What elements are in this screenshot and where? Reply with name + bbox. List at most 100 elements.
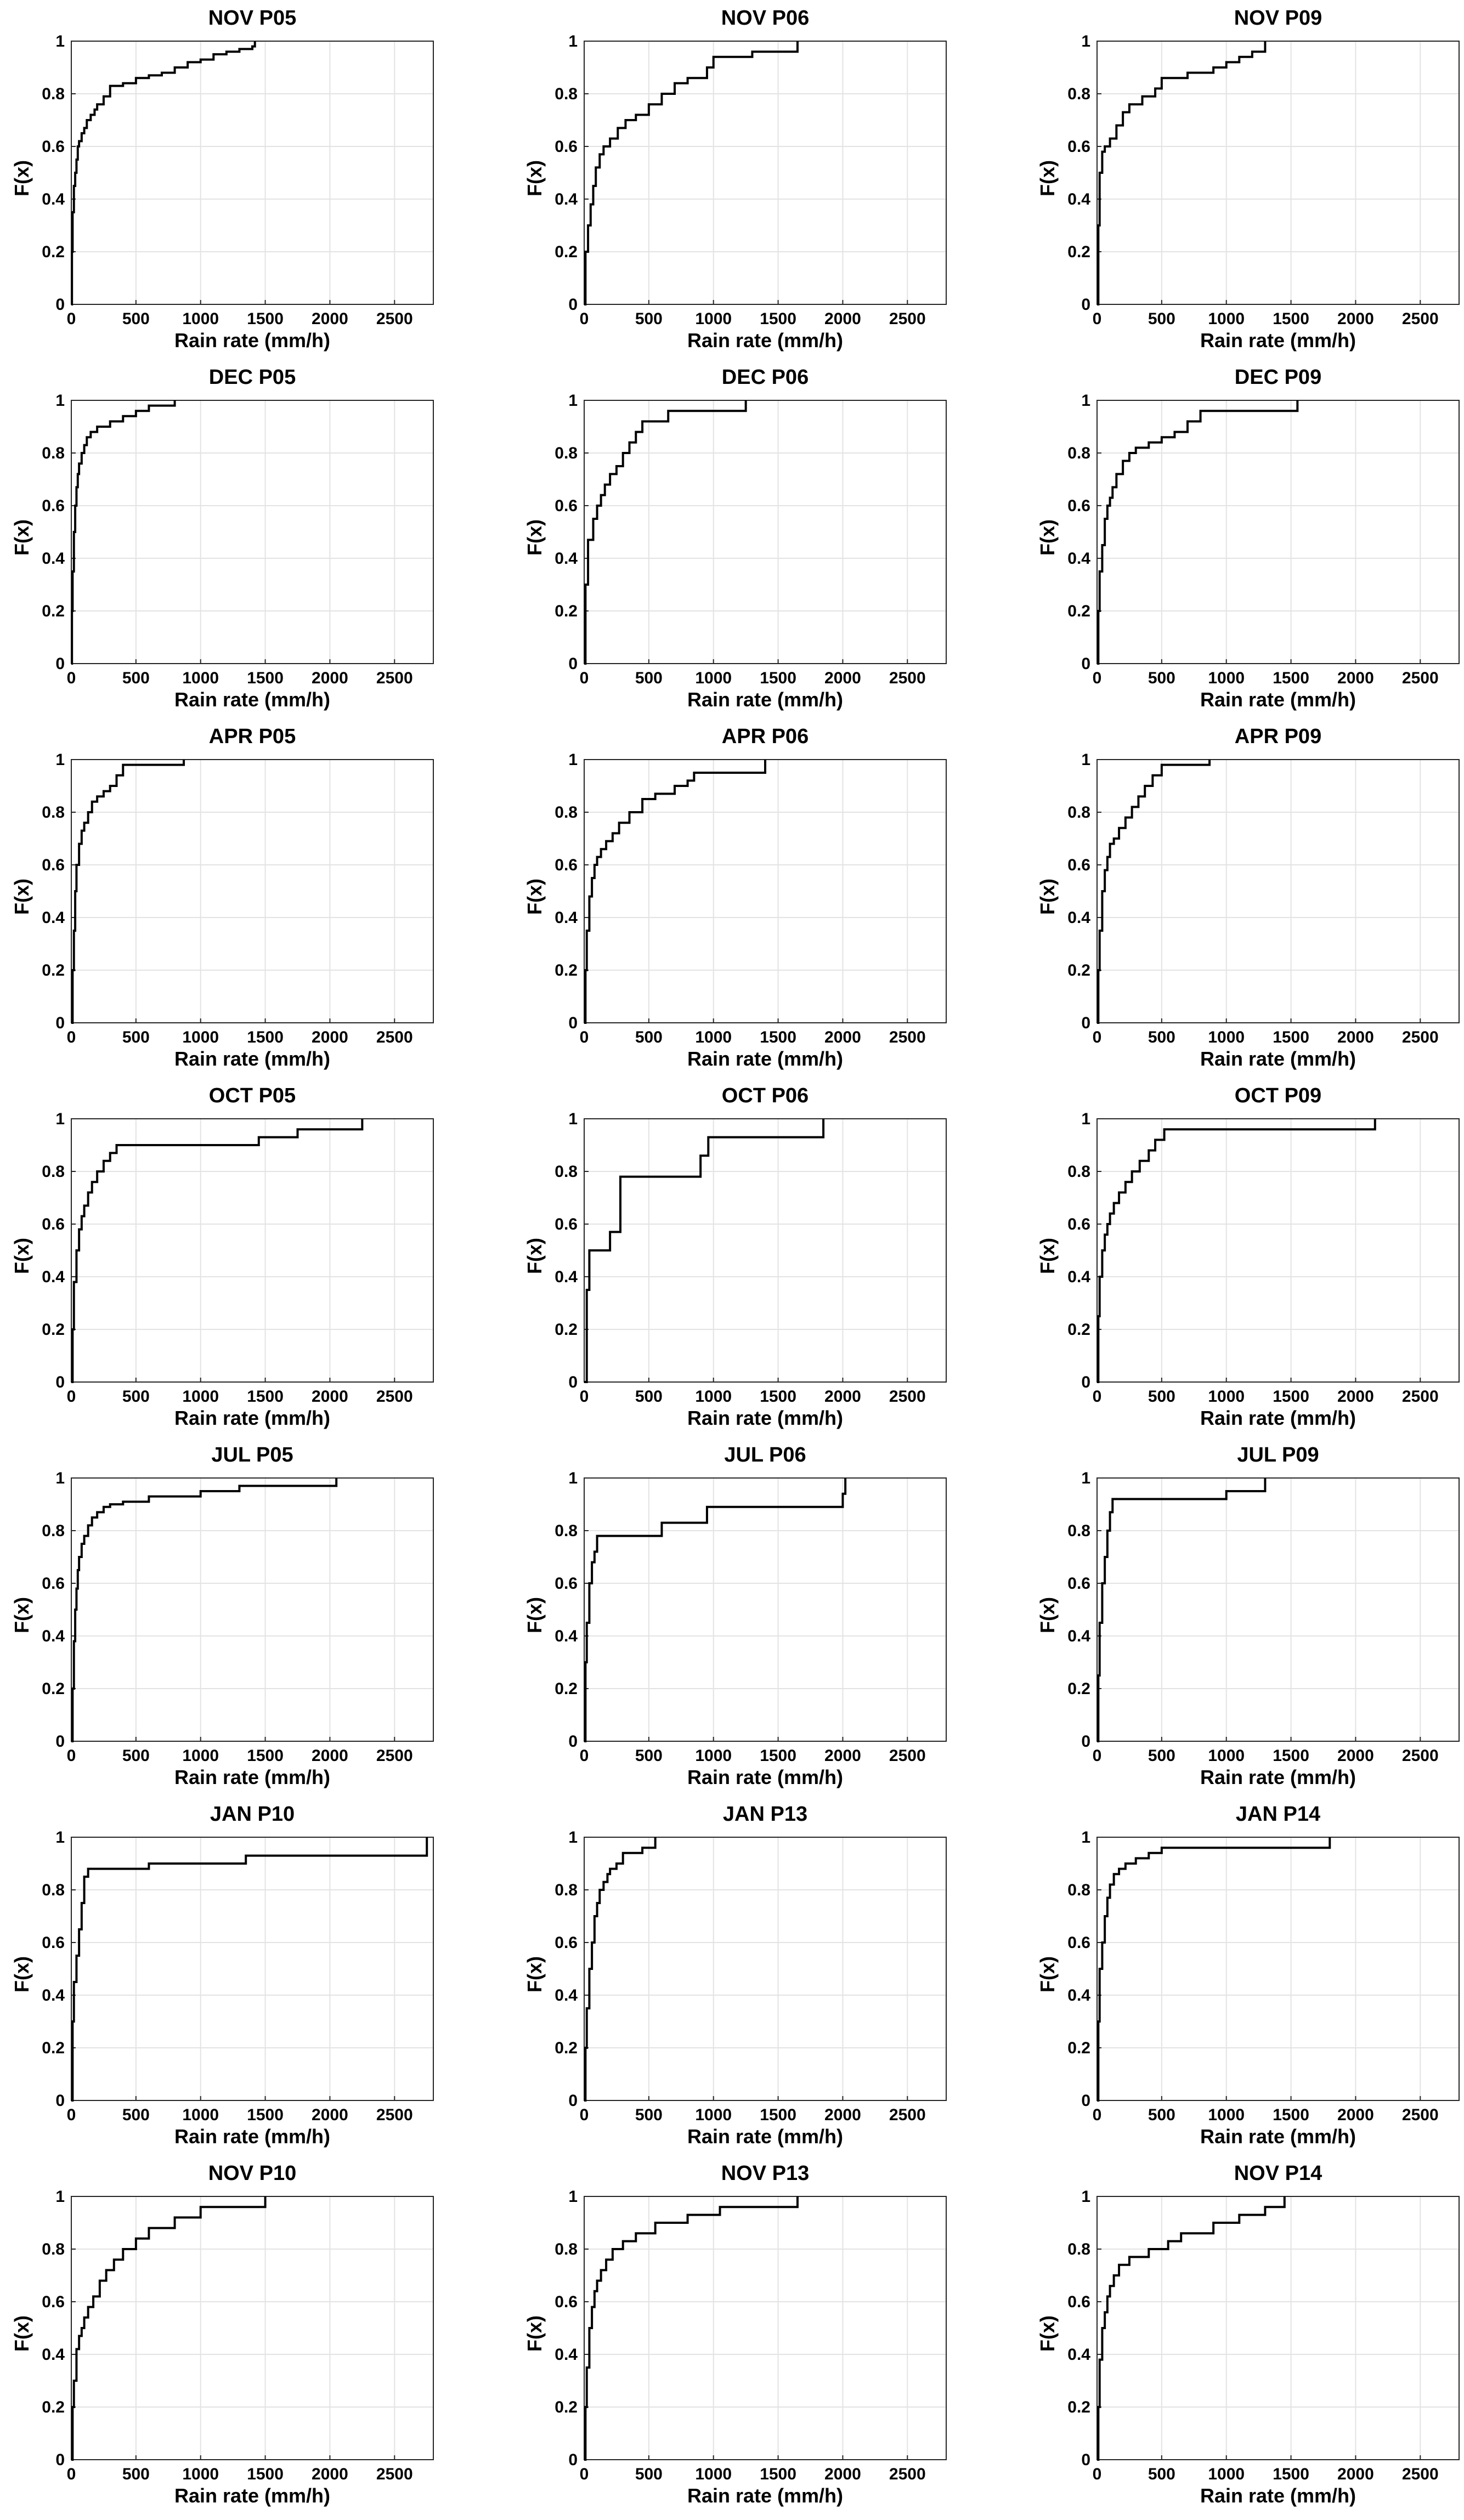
chart-panel: 0 500 1000 1500 2000 2500 0 0.2 0.4 0.6 0.8 1 JUL P0… — [5, 1440, 488, 1791]
y-tick-label: 0.4 — [1067, 2346, 1090, 2364]
y-tick-label: 0.8 — [42, 1163, 65, 1181]
x-tick-label: 0 — [67, 1028, 76, 1046]
y-tick-label: 1 — [1081, 1469, 1090, 1487]
chart-title: NOV P10 — [208, 2162, 297, 2185]
cdf-series-line — [584, 1837, 657, 2102]
x-axis-label: Rain rate (mm/h) — [687, 2484, 844, 2507]
x-tick-label: 0 — [67, 669, 76, 687]
y-tick-label: 1 — [55, 32, 65, 50]
y-tick-label: 1 — [55, 1828, 65, 1847]
chart-panel: 0 500 1000 1500 2000 2500 0 0.2 0.4 0.6 0.8 1 NOV P1… — [5, 2158, 488, 2509]
axes-box — [1096, 41, 1460, 305]
chart-title: APR P09 — [1234, 725, 1322, 748]
y-tick-label: 0.8 — [1067, 1522, 1090, 1540]
y-tick-label: 0.2 — [42, 1680, 65, 1698]
x-tick-label: 2500 — [376, 1388, 413, 1406]
x-tick-label: 500 — [1148, 2465, 1175, 2483]
y-tick-label: 0.4 — [1067, 1627, 1090, 1645]
x-tick-label: 2000 — [1337, 669, 1374, 687]
x-tick-label: 1000 — [1208, 2106, 1245, 2124]
y-tick-label: 0.2 — [42, 2398, 65, 2416]
x-tick-label: 1000 — [1208, 1028, 1245, 1046]
x-axis-label: Rain rate (mm/h) — [687, 2125, 844, 2148]
chart-svg: 0 500 1000 1500 2000 2500 0 0.2 0.4 0.6 0.8 1 — [555, 1110, 947, 1406]
y-tick-label: 0 — [568, 1373, 578, 1391]
x-tick-label: 1000 — [182, 2106, 219, 2124]
y-tick-label: 0.4 — [42, 1627, 65, 1645]
x-tick-label: 500 — [635, 1388, 663, 1406]
axes-box — [1096, 1118, 1460, 1383]
x-tick-label: 1500 — [247, 2106, 284, 2124]
plot-area — [71, 41, 433, 304]
x-axis-label: Rain rate (mm/h) — [174, 2125, 331, 2148]
y-tick-label: 0.2 — [555, 602, 578, 620]
y-tick-label: 1 — [568, 751, 578, 769]
y-tick-label: 0.2 — [555, 961, 578, 979]
chart-panel: 0 500 1000 1500 2000 2500 0 0.2 0.4 0.6 0.8 1 JUL P0… — [1031, 1440, 1464, 1791]
chart-svg: 0 500 1000 1500 2000 2500 0 0.2 0.4 0.6 0.8 1 — [555, 392, 947, 687]
y-tick-label: 1 — [55, 751, 65, 769]
x-axis-label: Rain rate (mm/h) — [174, 1407, 331, 1429]
y-tick-label: 0.8 — [555, 85, 578, 103]
y-axis-label: F(x) — [1036, 1597, 1059, 1633]
chart-title: JAN P14 — [1235, 1803, 1321, 1826]
y-tick-label: 0.6 — [555, 2293, 578, 2311]
chart-svg: 0 500 1000 1500 2000 2500 0 0.2 0.4 0.6 0.8 1 — [1067, 2188, 1460, 2483]
y-tick-label: 0.6 — [42, 138, 65, 156]
x-tick-label: 1500 — [760, 1747, 796, 1765]
chart-panel: 0 500 1000 1500 2000 2500 0 0.2 0.4 0.6 0.8 1 JUL P0… — [518, 1440, 1001, 1791]
y-tick-label: 0.8 — [42, 444, 65, 462]
y-tick-label: 0.4 — [555, 2346, 578, 2364]
x-tick-label: 1500 — [1273, 669, 1309, 687]
x-tick-label: 2000 — [824, 2106, 861, 2124]
y-axis-label: F(x) — [523, 1238, 546, 1274]
x-tick-label: 500 — [122, 310, 150, 328]
chart-svg: 0 500 1000 1500 2000 2500 0 0.2 0.4 0.6 0.8 1 — [42, 751, 434, 1046]
cdf-series-line — [71, 1478, 338, 1742]
y-tick-label: 0.4 — [555, 1627, 578, 1645]
x-tick-label: 0 — [1093, 2465, 1102, 2483]
y-tick-label: 0.8 — [42, 803, 65, 822]
x-tick-label: 1000 — [695, 1388, 732, 1406]
x-tick-label: 0 — [1093, 1747, 1102, 1765]
axes-box — [584, 1837, 947, 2101]
y-tick-label: 0.8 — [555, 1522, 578, 1540]
x-tick-label: 1000 — [1208, 669, 1245, 687]
y-tick-label: 0.6 — [42, 497, 65, 515]
x-tick-label: 500 — [1148, 2106, 1175, 2124]
y-tick-label: 0.6 — [1067, 1934, 1090, 1952]
x-tick-label: 2000 — [1337, 2465, 1374, 2483]
chart-title: OCT P09 — [1234, 1084, 1322, 1107]
y-tick-label: 0.6 — [555, 497, 578, 515]
y-tick-label: 0 — [55, 2451, 65, 2469]
x-tick-label: 2000 — [824, 1028, 861, 1046]
y-tick-label: 0.4 — [42, 909, 65, 927]
x-tick-label: 500 — [122, 669, 150, 687]
y-tick-label: 0.8 — [1067, 803, 1090, 822]
x-tick-label: 2500 — [889, 1028, 926, 1046]
plot-area — [71, 1478, 433, 1741]
x-tick-label: 500 — [122, 2106, 150, 2124]
x-tick-label: 2500 — [889, 310, 926, 328]
y-axis-label: F(x) — [10, 1597, 33, 1633]
y-tick-label: 0.4 — [555, 909, 578, 927]
y-tick-label: 0.8 — [1067, 1163, 1090, 1181]
x-tick-label: 0 — [67, 1747, 76, 1765]
y-axis-label: F(x) — [523, 2315, 546, 2352]
y-tick-label: 1 — [568, 1828, 578, 1847]
x-axis-label: Rain rate (mm/h) — [1200, 329, 1356, 352]
plot-area — [584, 1119, 946, 1382]
x-tick-label: 500 — [122, 1747, 150, 1765]
x-tick-label: 1000 — [1208, 310, 1245, 328]
x-axis-label: Rain rate (mm/h) — [687, 1047, 844, 1070]
y-tick-label: 0.8 — [555, 803, 578, 822]
chart-title: OCT P06 — [721, 1084, 809, 1107]
plot-area — [584, 41, 946, 304]
cdf-series-line — [71, 1837, 428, 2102]
chart-title: JUL P05 — [211, 1443, 293, 1466]
y-tick-label: 0.4 — [555, 1268, 578, 1286]
y-axis-label: F(x) — [10, 879, 33, 915]
y-tick-label: 0 — [568, 1732, 578, 1751]
axes-box — [71, 1477, 434, 1742]
